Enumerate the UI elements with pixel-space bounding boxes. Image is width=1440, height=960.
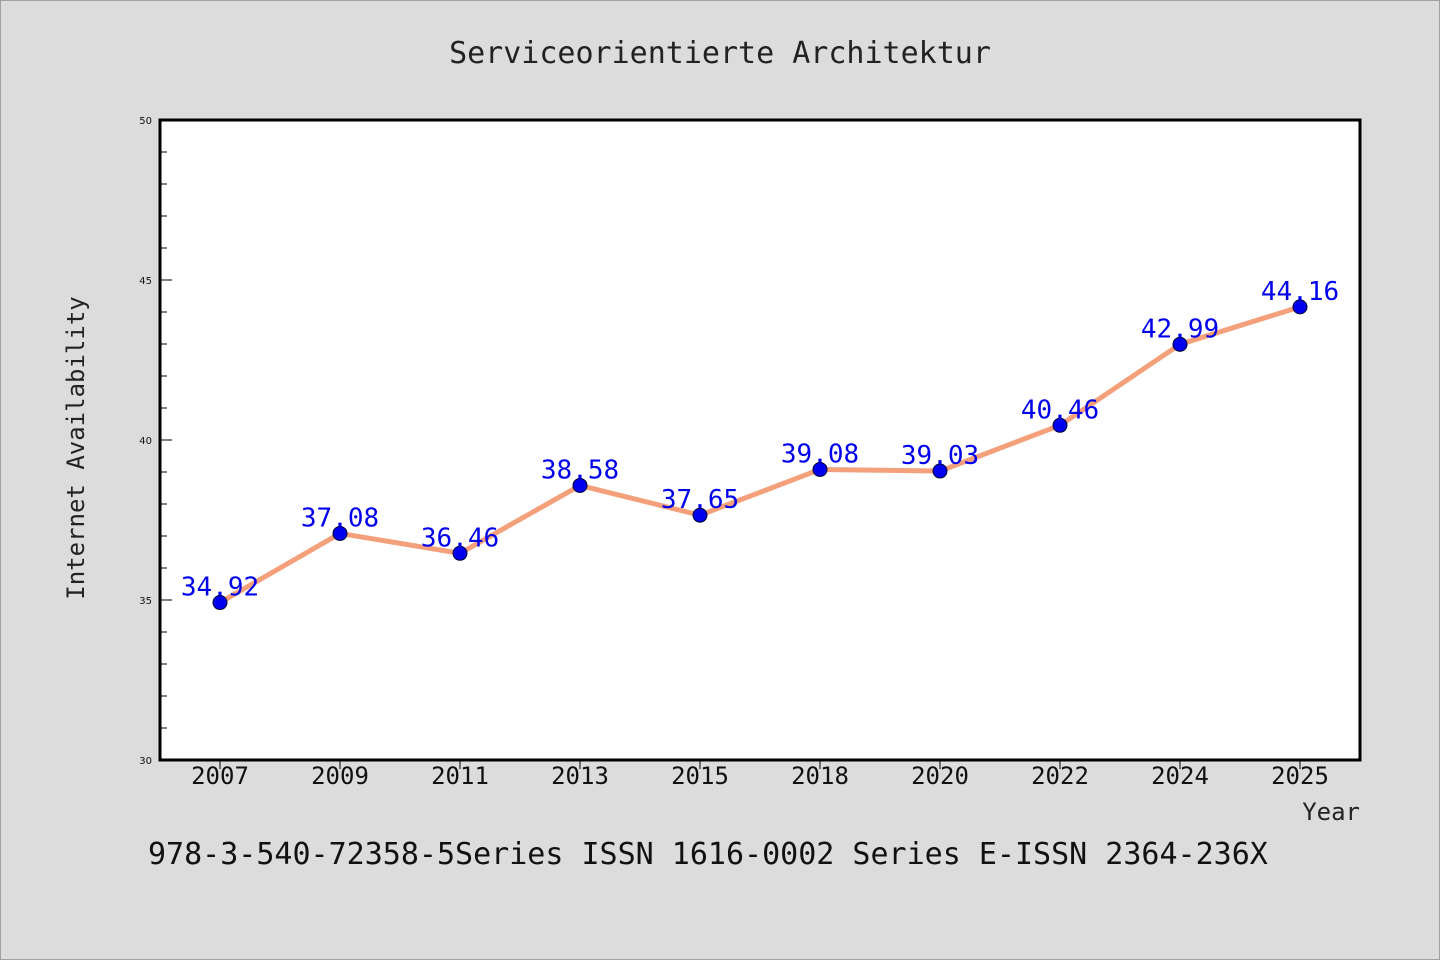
data-point: [452, 545, 468, 561]
data-point: [692, 507, 708, 523]
y-tick-label: 30: [139, 756, 152, 767]
data-point: [932, 463, 948, 479]
x-axis-label: Year: [1302, 798, 1360, 826]
x-tick-label: 2018: [791, 762, 849, 790]
data-label: 39.08: [781, 439, 859, 469]
data-point: [1292, 299, 1308, 315]
x-tick-label: 2020: [911, 762, 969, 790]
x-axis-ticks: 2007 2009 2011 2013 2015 2018 2020 2022 2024 2025: [191, 760, 1329, 790]
chart-title: Serviceorientierte Architektur: [449, 36, 991, 71]
x-tick-label: 2015: [671, 762, 729, 790]
data-label: 37.08: [301, 503, 379, 533]
y-tick-label: 45: [139, 276, 152, 287]
plot-area: [158, 118, 1362, 762]
y-tick-label: 35: [139, 596, 152, 607]
x-tick-label: 2009: [311, 762, 369, 790]
y-tick-label: 40: [139, 436, 152, 447]
x-tick-label: 2022: [1031, 762, 1089, 790]
x-tick-label: 2007: [191, 762, 249, 790]
data-label: 40.46: [1021, 395, 1099, 425]
data-point: [1172, 336, 1188, 352]
x-tick-label: 2024: [1151, 762, 1209, 790]
data-point: [1052, 417, 1068, 433]
data-point: [212, 595, 228, 611]
data-label: 39.03: [901, 441, 979, 471]
series-line: [217, 304, 1303, 606]
data-point: [572, 477, 588, 493]
data-point: [332, 525, 348, 541]
data-label: 36.46: [421, 523, 499, 553]
y-axis-ticks: 30 35 40 45 50: [139, 116, 172, 767]
data-label: 38.58: [541, 455, 619, 485]
data-label: 34.92: [181, 573, 259, 603]
series-group: 34.92 37.08 36.46 38.58 37.65 39.08 39.03 40.46…: [181, 277, 1339, 611]
y-minor-ticks: [159, 151, 167, 729]
footer-text: 978-3-540-72358-5Series ISSN 1616-0002 S…: [148, 837, 1268, 872]
y-tick-label: 50: [139, 116, 152, 127]
y-axis-label: Internet Availability: [62, 296, 90, 599]
data-label: 42.99: [1141, 314, 1219, 344]
data-point: [812, 461, 828, 477]
x-tick-label: 2011: [431, 762, 489, 790]
x-tick-label: 2013: [551, 762, 609, 790]
data-label: 44.16: [1261, 277, 1339, 307]
data-label: 37.65: [661, 485, 739, 515]
x-tick-label: 2025: [1271, 762, 1329, 790]
